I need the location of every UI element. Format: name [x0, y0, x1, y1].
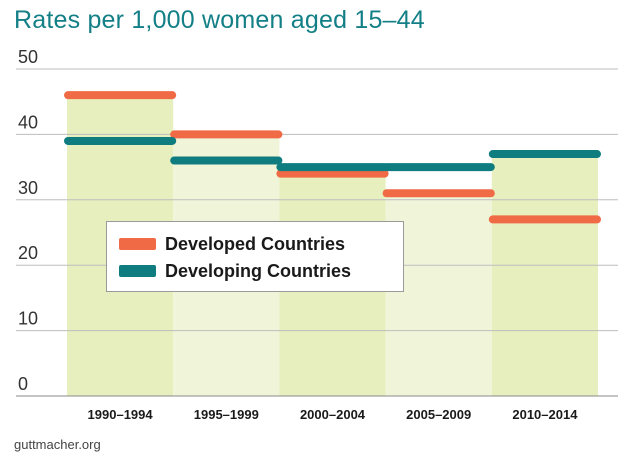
chart-title: Rates per 1,000 women aged 15–44 [14, 6, 425, 34]
x-category-label-1: 1990–1994 [88, 407, 154, 422]
source-credit: guttmacher.org [14, 437, 101, 452]
x-category-label-4: 2005–2009 [406, 407, 471, 422]
legend-label-developed: Developed Countries [165, 233, 346, 254]
legend-swatch-developed [119, 238, 156, 250]
legend-item-developed: Developed Countries [107, 231, 403, 257]
legend-item-developing: Developing Countries [107, 258, 403, 284]
x-category-label-5: 2010–2014 [512, 407, 578, 422]
legend: Developed Countries Developing Countries [106, 221, 404, 292]
y-tick-label-10: 10 [18, 309, 38, 329]
y-tick-label-40: 40 [18, 112, 38, 132]
legend-label-developing: Developing Countries [165, 260, 352, 281]
x-category-label-3: 2000–2004 [300, 407, 366, 422]
y-tick-label-50: 50 [18, 47, 38, 67]
legend-swatch-developing [119, 265, 156, 277]
x-category-label-2: 1995–1999 [194, 407, 259, 422]
y-tick-label-0: 0 [18, 374, 28, 394]
y-tick-label-20: 20 [18, 243, 38, 263]
background-bar-5 [491, 154, 598, 396]
y-tick-label-30: 30 [18, 178, 38, 198]
